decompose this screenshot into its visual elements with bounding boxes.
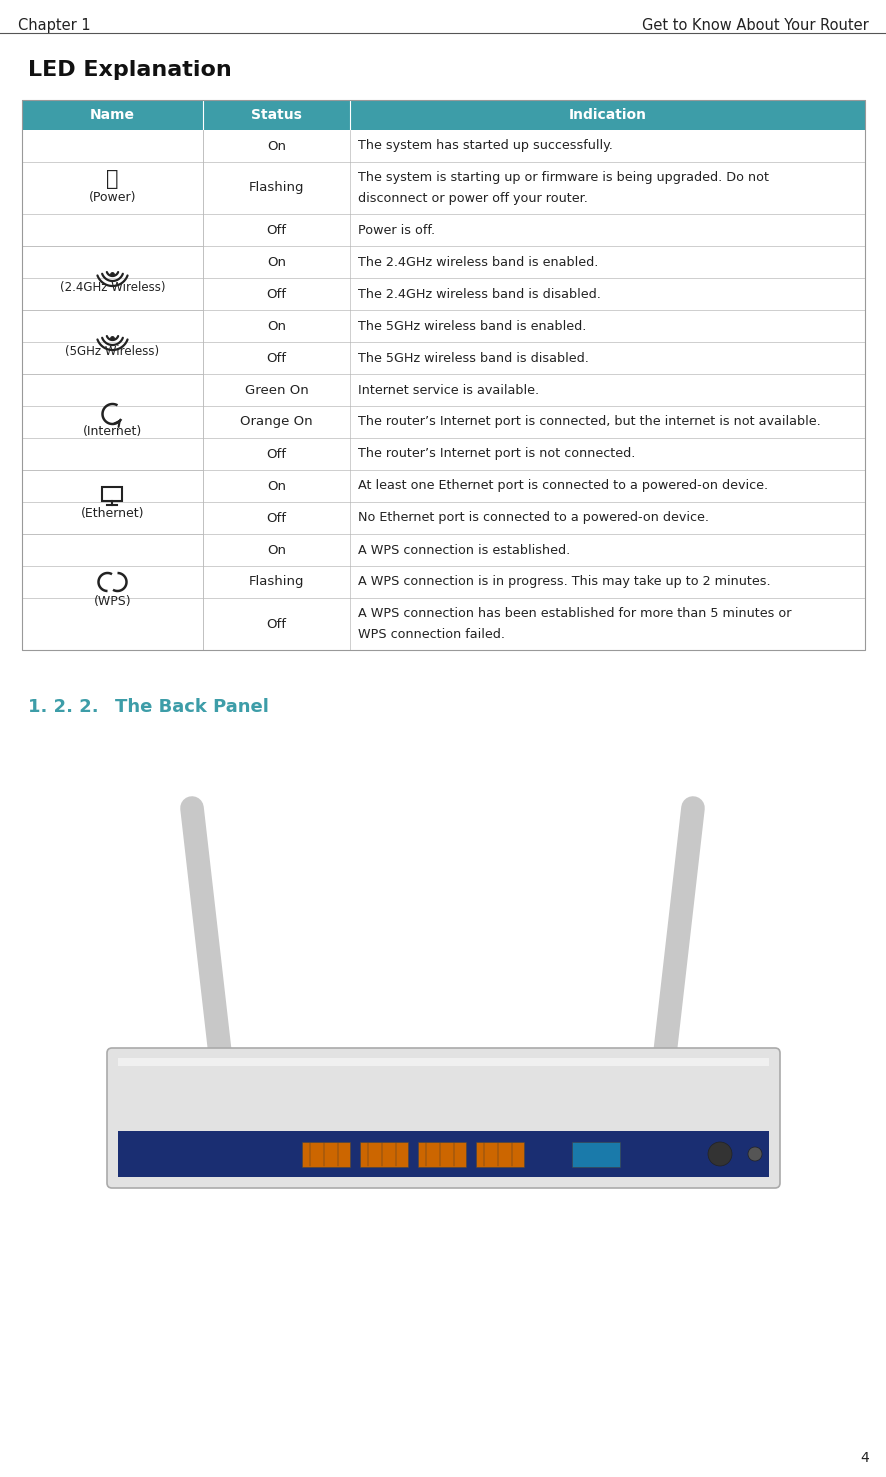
Bar <box>360 1142 408 1167</box>
Text: WPS connection failed.: WPS connection failed. <box>358 628 504 641</box>
Text: No Ethernet port is connected to a powered-on device.: No Ethernet port is connected to a power… <box>358 511 708 524</box>
Text: (5GHz Wireless): (5GHz Wireless) <box>66 346 159 359</box>
Text: 1. 2. 2.: 1. 2. 2. <box>28 699 98 716</box>
Circle shape <box>747 1148 761 1161</box>
Bar <box>203 439 864 470</box>
Text: At least one Ethernet port is connected to a powered-on device.: At least one Ethernet port is connected … <box>358 480 767 492</box>
Text: ⏻: ⏻ <box>106 168 119 189</box>
Bar <box>203 278 864 310</box>
Bar <box>203 502 864 535</box>
Bar <box>203 162 864 214</box>
Bar <box>203 310 864 343</box>
Text: Flashing: Flashing <box>248 182 304 195</box>
Text: (Internet): (Internet) <box>82 425 142 439</box>
Bar <box>203 598 864 650</box>
Text: On: On <box>267 319 285 332</box>
Text: Off: Off <box>266 617 286 631</box>
Text: The router’s Internet port is not connected.: The router’s Internet port is not connec… <box>358 448 634 461</box>
Bar <box>22 470 203 535</box>
Text: On: On <box>267 256 285 269</box>
Text: The system has started up successfully.: The system has started up successfully. <box>358 139 612 152</box>
Text: The 2.4GHz wireless band is enabled.: The 2.4GHz wireless band is enabled. <box>358 256 598 269</box>
Text: Off: Off <box>266 288 286 300</box>
Text: Green On: Green On <box>245 384 308 396</box>
Text: (2.4GHz Wireless): (2.4GHz Wireless) <box>59 282 165 294</box>
Text: (Ethernet): (Ethernet) <box>81 508 144 520</box>
Text: Off: Off <box>266 448 286 461</box>
Bar <box>118 1058 768 1066</box>
Bar <box>22 247 203 310</box>
Text: The system is starting up or firmware is being upgraded. Do not: The system is starting up or firmware is… <box>358 171 768 185</box>
Text: Orange On: Orange On <box>240 415 313 428</box>
Text: Get to Know About Your Router: Get to Know About Your Router <box>641 18 868 32</box>
Text: Status: Status <box>251 108 301 123</box>
Bar <box>103 487 122 501</box>
Bar <box>22 130 203 247</box>
Text: The 2.4GHz wireless band is disabled.: The 2.4GHz wireless band is disabled. <box>358 288 600 300</box>
Text: On: On <box>267 480 285 492</box>
Text: Off: Off <box>266 352 286 365</box>
Bar <box>118 1131 768 1177</box>
Text: The 5GHz wireless band is disabled.: The 5GHz wireless band is disabled. <box>358 352 588 365</box>
Bar <box>22 100 864 130</box>
Bar <box>203 130 864 162</box>
Bar <box>203 406 864 439</box>
Text: LED Explanation: LED Explanation <box>28 61 231 80</box>
Text: The 5GHz wireless band is enabled.: The 5GHz wireless band is enabled. <box>358 319 586 332</box>
Text: Indication: Indication <box>568 108 646 123</box>
Text: Power is off.: Power is off. <box>358 223 435 236</box>
Text: A WPS connection is established.: A WPS connection is established. <box>358 544 570 557</box>
Bar <box>571 1142 619 1167</box>
Bar <box>22 310 203 374</box>
Bar <box>203 247 864 278</box>
Bar <box>22 535 203 650</box>
Bar <box>203 214 864 247</box>
FancyBboxPatch shape <box>107 1049 779 1188</box>
Bar <box>22 100 864 650</box>
Text: The Back Panel: The Back Panel <box>115 699 268 716</box>
Text: On: On <box>267 544 285 557</box>
Text: A WPS connection has been established for more than 5 minutes or: A WPS connection has been established fo… <box>358 607 790 620</box>
Circle shape <box>707 1142 731 1165</box>
Bar <box>417 1142 465 1167</box>
Text: Name: Name <box>89 108 135 123</box>
Text: A WPS connection is in progress. This may take up to 2 minutes.: A WPS connection is in progress. This ma… <box>358 576 770 588</box>
Text: The router’s Internet port is connected, but the internet is not available.: The router’s Internet port is connected,… <box>358 415 820 428</box>
Text: Off: Off <box>266 511 286 524</box>
Text: Chapter 1: Chapter 1 <box>18 18 90 32</box>
Bar <box>203 343 864 374</box>
Bar <box>203 535 864 566</box>
Text: Internet service is available.: Internet service is available. <box>358 384 539 396</box>
Text: (Power): (Power) <box>89 192 136 204</box>
Text: On: On <box>267 139 285 152</box>
Bar <box>301 1142 350 1167</box>
Text: Off: Off <box>266 223 286 236</box>
Bar <box>22 374 203 470</box>
Text: Flashing: Flashing <box>248 576 304 588</box>
Text: (WPS): (WPS) <box>94 595 131 609</box>
Bar <box>476 1142 524 1167</box>
Bar <box>203 566 864 598</box>
Bar <box>203 470 864 502</box>
Text: disconnect or power off your router.: disconnect or power off your router. <box>358 192 587 205</box>
Bar <box>203 374 864 406</box>
Text: 4: 4 <box>859 1450 868 1465</box>
